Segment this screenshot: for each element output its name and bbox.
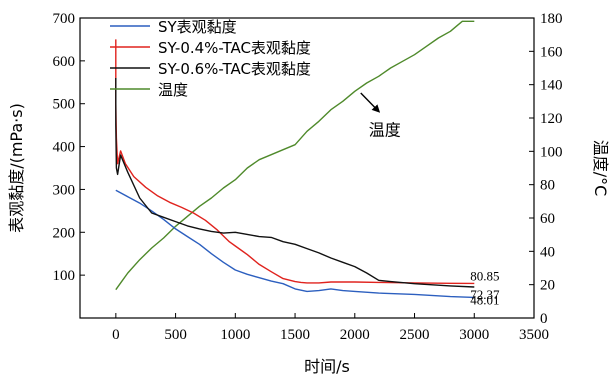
- series-line-2: [115, 78, 475, 288]
- x-tick-label: 3000: [459, 327, 489, 343]
- y2-tick-label: 180: [540, 11, 563, 27]
- y2-tick-label: 120: [540, 111, 563, 127]
- y2-tick-label: 160: [540, 44, 563, 60]
- series-line-1: [115, 39, 475, 285]
- series-line-0: [115, 189, 475, 299]
- y-tick-label: 600: [53, 54, 76, 70]
- y2-tick-label: 40: [540, 244, 555, 260]
- series-layer: [115, 20, 475, 299]
- y-tick-label: 100: [53, 268, 76, 284]
- x-tick-label: 2000: [340, 327, 370, 343]
- series-line-3: [115, 20, 475, 291]
- y2-tick-label: 60: [540, 211, 555, 227]
- end-value-label: 80.85: [470, 268, 499, 283]
- x-axis-label: 时间/s: [304, 357, 350, 376]
- temperature-annotation: 温度: [369, 120, 401, 139]
- y-tick-label: 300: [53, 182, 76, 198]
- y-tick-label: 400: [53, 140, 76, 156]
- y2-tick-label: 20: [540, 278, 555, 294]
- x-tick-label: 500: [164, 327, 187, 343]
- y-tick-label: 200: [53, 225, 76, 241]
- legend-label: SY-0.6%-TAC表观黏度: [158, 60, 311, 78]
- legend-label: SY-0.4%-TAC表观黏度: [158, 39, 311, 57]
- x-tick-label: 1500: [280, 327, 310, 343]
- y2-tick-label: 0: [540, 311, 548, 327]
- annotation-arrow: [360, 92, 381, 113]
- y2-axis-label: 温度/°C: [591, 140, 609, 197]
- y2-tick-label: 100: [540, 144, 563, 160]
- end-value-label: 72.37: [470, 287, 500, 302]
- plot-frame: [79, 17, 535, 319]
- legend-label: 温度: [158, 81, 188, 99]
- y2-tick-label: 80: [540, 178, 555, 194]
- y-tick-label: 500: [53, 97, 76, 113]
- plot-area: [79, 17, 535, 319]
- x-tick-label: 2500: [400, 327, 430, 343]
- end-value-label: 48.01: [470, 292, 499, 307]
- legend-label: SY表观黏度: [158, 18, 237, 36]
- y-axis-label: 表观黏度/(mPa·s): [7, 103, 26, 233]
- x-tick-label: 0: [112, 327, 120, 343]
- y2-tick-label: 140: [540, 78, 563, 94]
- x-tick-label: 1000: [220, 327, 250, 343]
- x-tick-label: 3500: [519, 327, 549, 343]
- y-tick-label: 700: [53, 11, 76, 27]
- axes-layer: 0 500 1000 1500 2000 2500 3000 3500100200300400…: [53, 11, 563, 343]
